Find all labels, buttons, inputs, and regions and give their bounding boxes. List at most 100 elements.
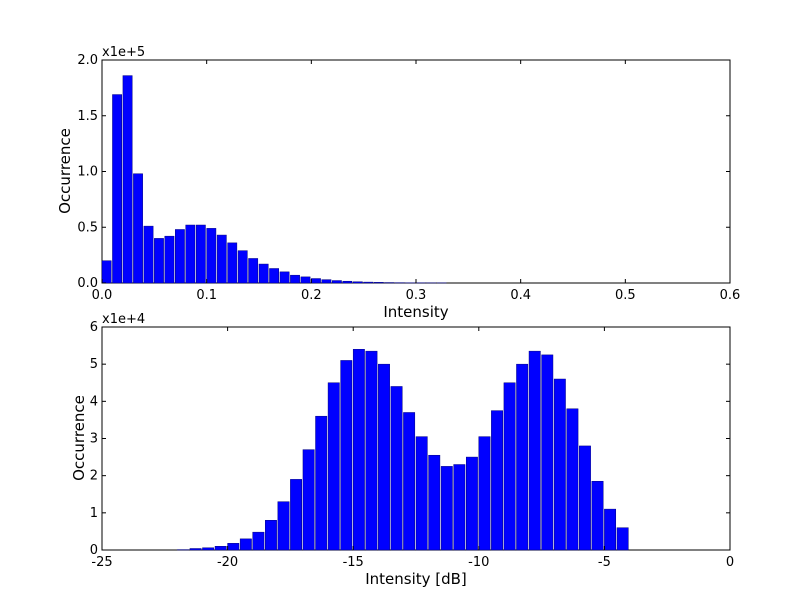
- histogram-bar: [189, 548, 202, 551]
- histogram-bar: [214, 546, 227, 551]
- histogram-bar: [528, 350, 541, 551]
- histogram-bar: [279, 271, 290, 284]
- histogram-bar: [277, 501, 290, 551]
- histogram-bar: [503, 382, 516, 551]
- y-tick-label: 1.0: [77, 165, 98, 180]
- histogram-bar: [491, 410, 503, 551]
- histogram-bar: [373, 282, 384, 284]
- histogram-bar: [143, 225, 154, 284]
- histogram-bar: [321, 279, 332, 284]
- intensity-histogram: 0.0 0.1 0.2 0.3 0.4 0.5 0.6 0.0 0.5 1.0 1.5 2.0 x1e…: [56, 45, 740, 321]
- histogram-bar: [239, 538, 252, 551]
- histogram-bar: [553, 378, 566, 551]
- histogram-bar: [300, 276, 311, 284]
- histogram-bar: [616, 527, 629, 551]
- tick-group: -25 -20 -15 -10 -5 0 0 1 2 3 4 5 6: [90, 320, 734, 570]
- histogram-bar: [227, 242, 238, 284]
- x-tick-label: 0: [726, 555, 734, 570]
- histogram-bar: [175, 229, 185, 284]
- histogram-bar: [164, 235, 175, 284]
- histogram-bar: [269, 268, 279, 284]
- bar-group: [177, 349, 629, 551]
- y-axis-label: Occurrence: [70, 395, 88, 481]
- histogram-bar: [365, 350, 378, 551]
- histogram-bar: [332, 280, 342, 284]
- histogram-bar: [378, 363, 390, 551]
- histogram-bar: [265, 520, 277, 551]
- histogram-bar: [290, 479, 303, 551]
- histogram-bar: [327, 382, 340, 551]
- y-tick-label: 1: [90, 506, 98, 521]
- y-tick-label: 0.5: [77, 220, 98, 235]
- histogram-bar: [403, 412, 416, 551]
- y-tick-label: 0: [90, 543, 98, 558]
- x-tick-label: -25: [91, 555, 112, 570]
- x-tick-label: 0.0: [92, 288, 113, 303]
- histogram-bar: [541, 354, 554, 551]
- y-tick-label: 1.5: [77, 109, 98, 124]
- y-tick-label: 5: [90, 357, 98, 372]
- histogram-bar: [185, 224, 196, 284]
- bar-group: [101, 75, 447, 284]
- histogram-bar: [352, 349, 365, 551]
- x-tick-label: 0.4: [510, 288, 531, 303]
- histogram-bar: [311, 278, 321, 284]
- histogram-bar: [195, 224, 206, 284]
- x-tick-label: -15: [343, 555, 364, 570]
- histogram-bar: [216, 234, 227, 284]
- y-tick-label: 4: [90, 394, 98, 409]
- intensity-db-histogram: -25 -20 -15 -10 -5 0 0 1 2 3 4 5 6 x1e+4 Intensity […: [70, 312, 734, 588]
- histogram-bar: [202, 547, 215, 551]
- tick-group: 0.0 0.1 0.2 0.3 0.4 0.5 0.6 0.0 0.5 1.0 1.5 2.0: [77, 53, 740, 303]
- x-tick-label: 0.3: [406, 288, 427, 303]
- histogram-bar: [604, 508, 617, 551]
- histogram-bar: [340, 360, 353, 551]
- y-tick-label: 2: [90, 469, 98, 484]
- histogram-bar: [440, 466, 453, 551]
- y-scale-label: x1e+4: [102, 312, 145, 327]
- histogram-bar: [566, 408, 579, 551]
- x-tick-label: 0.5: [615, 288, 636, 303]
- histogram-bar: [315, 415, 328, 551]
- histogram-bar: [352, 281, 363, 284]
- histogram-bar: [591, 480, 604, 551]
- histogram-bar: [101, 260, 112, 284]
- y-tick-label: 0.0: [77, 276, 98, 291]
- y-axis-label: Occurrence: [56, 128, 74, 214]
- x-axis-label: Intensity: [383, 303, 448, 321]
- x-tick-label: 0.6: [720, 288, 741, 303]
- histogram-bar: [258, 263, 269, 284]
- histogram-bar: [122, 75, 133, 284]
- x-tick-label: -20: [217, 555, 238, 570]
- histogram-bar: [112, 94, 122, 284]
- histogram-bar: [252, 531, 265, 551]
- histogram-bar: [428, 454, 441, 551]
- histogram-bar: [227, 543, 240, 551]
- histogram-bar: [342, 280, 353, 284]
- y-scale-label: x1e+5: [102, 45, 145, 60]
- histogram-bar: [154, 238, 164, 284]
- x-tick-label: -5: [598, 555, 611, 570]
- histogram-bar: [248, 258, 259, 284]
- histogram-bar: [290, 274, 300, 284]
- histogram-bar: [206, 228, 217, 284]
- x-tick-label: -10: [468, 555, 489, 570]
- histogram-bar: [390, 386, 403, 551]
- histogram-bar: [415, 436, 428, 551]
- x-axis-label: Intensity [dB]: [365, 570, 467, 588]
- y-tick-label: 6: [90, 320, 98, 335]
- x-tick-label: 0.2: [301, 288, 322, 303]
- histogram-bar: [133, 173, 143, 284]
- histogram-bar: [478, 436, 491, 551]
- x-tick-label: 0.1: [196, 288, 217, 303]
- histogram-bar: [237, 250, 248, 284]
- y-tick-label: 3: [90, 432, 98, 447]
- histogram-bar: [453, 464, 466, 551]
- histogram-bar: [363, 281, 374, 284]
- y-tick-label: 2.0: [77, 53, 98, 68]
- histogram-bar: [302, 449, 315, 551]
- histogram-bar: [579, 445, 591, 551]
- histogram-bar: [465, 456, 478, 551]
- histogram-bar: [516, 363, 529, 551]
